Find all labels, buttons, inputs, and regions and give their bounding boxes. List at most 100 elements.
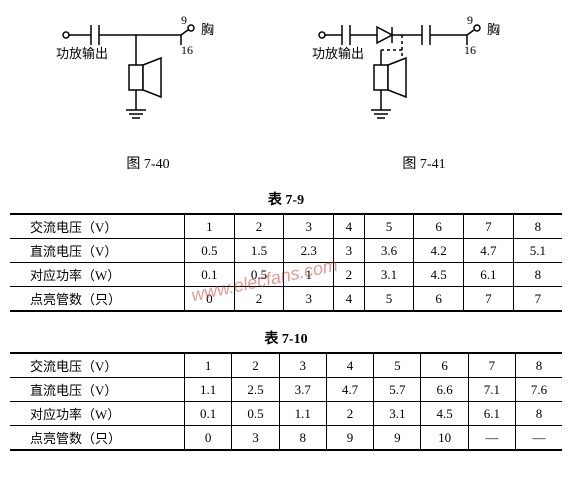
table-row: 对应功率（W）0.10.5123.14.56.18 [10,263,562,287]
table-cell: 3 [284,214,334,239]
row-label: 点亮管数（只） [10,287,185,312]
table-cell: 9 [326,426,373,451]
table-cell: 2 [234,214,284,239]
table-cell: 1 [185,214,235,239]
table-cell: 6.6 [421,378,468,402]
table-cell: 0.5 [234,263,284,287]
table-row: 点亮管数（只）0389910—— [10,426,562,451]
table-cell: 8 [516,402,562,426]
table-cell: 5.1 [513,239,562,263]
row-label: 对应功率（W） [10,263,185,287]
table-cell: 0.1 [185,402,232,426]
amp-out-label-right: 功放输出 [312,46,364,61]
table-cell: 3.7 [279,378,326,402]
table-cell: 9 [374,426,421,451]
table-row: 点亮管数（只）02345677 [10,287,562,312]
caption-7-41: 图 7-41 [402,153,445,173]
table-cell: 8 [279,426,326,451]
pin9-label-right: 9 [467,13,473,27]
row-label: 对应功率（W） [10,402,185,426]
circuit-svg-left: 功放输出 9 16 胸 [41,10,241,140]
table-cell: 6.1 [468,402,515,426]
diagram-7-40: 功放输出 9 16 胸 [41,10,241,145]
table-7-10: 交流电压（V）12345678直流电压（V）1.12.53.74.75.76.6… [10,352,562,451]
table-cell: 3 [334,239,365,263]
table-cell: 10 [421,426,468,451]
table-cell: 4.2 [414,239,464,263]
table-cell: 0.5 [185,239,235,263]
table-cell: 5 [374,353,421,378]
table-cell: 3 [279,353,326,378]
row-label: 直流电压（V） [10,239,185,263]
table-row: 直流电压（V）1.12.53.74.75.76.67.17.6 [10,378,562,402]
circuit-svg-right: 功放输出 9 16 胸 [302,10,532,140]
diagram-7-41: 功放输出 9 16 胸 [302,10,532,145]
table-cell: 4 [326,353,373,378]
table-cell: — [516,426,562,451]
table1-title: 表 7-9 [10,189,562,209]
table-cell: 4 [334,214,365,239]
pin9-label-left: 9 [181,13,187,27]
row-label: 交流电压（V） [10,214,185,239]
caption-row: 图 7-40 图 7-41 [10,153,562,173]
table-row: 交流电压（V）12345678 [10,214,562,239]
table-cell: 5 [364,214,414,239]
table-cell: 3 [284,287,334,312]
side-label-right: 胸 [487,22,500,37]
table-cell: 8 [516,353,562,378]
table-row: 直流电压（V）0.51.52.333.64.24.75.1 [10,239,562,263]
table-cell: 6 [421,353,468,378]
table-cell: 6 [414,287,464,312]
table-cell: 1 [284,263,334,287]
amp-out-label-left: 功放输出 [56,46,108,61]
table-cell: 4.7 [464,239,514,263]
table-cell: 1.1 [185,378,232,402]
table-cell: 3.1 [364,263,414,287]
table-cell: 2 [232,353,279,378]
table-cell: 4.7 [326,378,373,402]
table-cell: — [468,426,515,451]
table-cell: 7.6 [516,378,562,402]
table-cell: 7 [464,287,514,312]
table2-title: 表 7-10 [10,328,562,348]
table-cell: 6 [414,214,464,239]
diagrams-row: 功放输出 9 16 胸 [10,10,562,145]
table-cell: 5 [364,287,414,312]
table-cell: 1 [185,353,232,378]
table-cell: 4.5 [421,402,468,426]
table-cell: 3 [232,426,279,451]
pin16-label-right: 16 [464,43,476,57]
table-cell: 3.1 [374,402,421,426]
table-cell: 2.3 [284,239,334,263]
table-cell: 7 [464,214,514,239]
side-label-left: 胸 [201,22,214,37]
row-label: 直流电压（V） [10,378,185,402]
table-cell: 0 [185,426,232,451]
table-7-9: 交流电压（V）12345678直流电压（V）0.51.52.333.64.24.… [10,213,562,312]
table-cell: 7 [468,353,515,378]
table-row: 交流电压（V）12345678 [10,353,562,378]
table-cell: 2.5 [232,378,279,402]
table-cell: 2 [234,287,284,312]
row-label: 交流电压（V） [10,353,185,378]
table-cell: 1.1 [279,402,326,426]
table-cell: 4 [334,287,365,312]
page-container: 功放输出 9 16 胸 [10,10,562,451]
table-cell: 0.5 [232,402,279,426]
table-cell: 5.7 [374,378,421,402]
table-cell: 2 [326,402,373,426]
table-cell: 1.5 [234,239,284,263]
table-cell: 7 [513,287,562,312]
row-label: 点亮管数（只） [10,426,185,451]
table-cell: 6.1 [464,263,514,287]
table-cell: 2 [334,263,365,287]
table-cell: 3.6 [364,239,414,263]
caption-7-40: 图 7-40 [126,153,169,173]
table-cell: 8 [513,214,562,239]
table-cell: 0 [185,287,235,312]
table-cell: 7.1 [468,378,515,402]
pin16-label-left: 16 [181,43,193,57]
table-cell: 0.1 [185,263,235,287]
table-cell: 8 [513,263,562,287]
table-cell: 4.5 [414,263,464,287]
